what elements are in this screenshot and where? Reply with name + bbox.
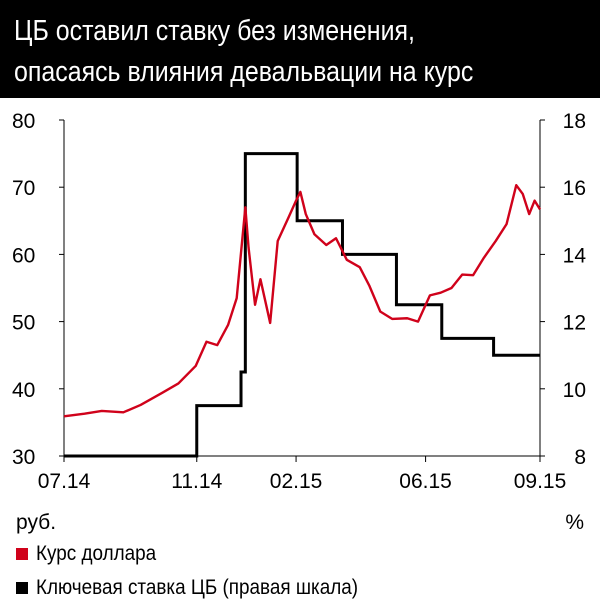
right-tick-label: 18 [563,110,586,133]
x-tick-label: 09.15 [514,470,567,493]
rate-series-layer [64,152,540,458]
right-tick-label: 10 [563,379,586,402]
left-tick-label: 60 [12,244,35,267]
chart-svg: 80 70 60 50 40 30 18 16 14 12 10 8 07.14 11.14 02.15 06… [12,110,586,534]
left-tick-label: 70 [12,177,35,200]
legend-label-usd: Курс доллара [36,542,157,565]
legend-swatch-rate [16,582,28,594]
legend-label-rate: Ключевая ставка ЦБ (правая шкала) [36,576,359,599]
left-axis-unit: руб. [16,511,56,534]
x-tick-label: 06.15 [399,470,452,493]
left-tick-label: 80 [12,110,35,133]
chart-area: 80 70 60 50 40 30 18 16 14 12 10 8 07.14 11.14 02.15 06… [0,98,600,538]
x-tick-label: 02.15 [270,470,323,493]
x-tick-label: 07.14 [38,470,91,493]
usd-series-layer [63,183,542,418]
left-tick-label: 40 [12,379,35,402]
right-tick-label: 12 [563,312,586,335]
right-tick-label: 16 [563,177,586,200]
usd-series-line [63,183,542,418]
chart-axes: 80 70 60 50 40 30 18 16 14 12 10 8 07.14 11.14 02.15 06… [12,110,586,493]
legend-swatch-usd [16,548,28,560]
left-tick-label: 30 [12,446,35,469]
chart-title-line-2: опасаясь влияния девальвации на курс [14,56,474,88]
right-tick-label: 14 [563,244,587,267]
rate-series-line [64,152,540,458]
right-tick-label: 8 [574,446,586,469]
left-tick-label: 50 [12,312,35,335]
title-banner: ЦБ оставил ставку без изменения, опасаяс… [0,0,600,98]
right-axis-unit: % [565,511,584,534]
x-tick-label: 11.14 [171,470,222,493]
chart-title-line-1: ЦБ оставил ставку без изменения, [14,15,415,47]
